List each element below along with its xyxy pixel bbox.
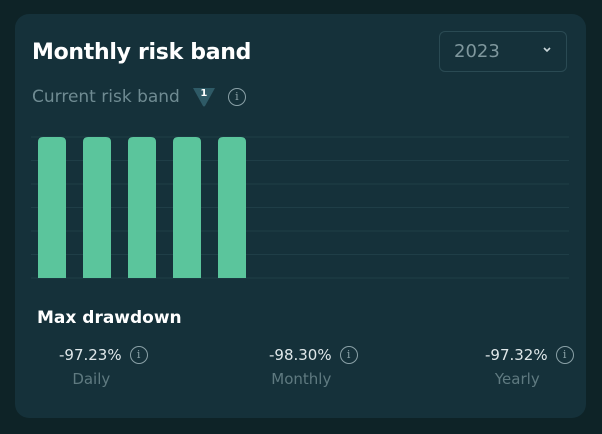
info-icon[interactable]: i (339, 346, 358, 364)
stat-label: Yearly (494, 370, 540, 388)
risk-band-badge: 1 (192, 87, 216, 107)
max-drawdown-title: Max drawdown (37, 308, 182, 328)
stat-yearly: -97.32% i Yearly (485, 346, 574, 388)
stat-value: -98.30% (269, 346, 332, 364)
stat-value: -97.32% (485, 346, 548, 364)
bar-1 (38, 137, 66, 278)
bar-3 (128, 137, 156, 278)
current-risk-band: Current risk band 1 i (32, 87, 246, 107)
bar-2 (83, 137, 111, 278)
shield-icon (192, 88, 215, 107)
bar-4 (173, 137, 201, 278)
stat-daily: -97.23% i Daily (59, 346, 148, 388)
chevron-down-icon (543, 47, 551, 53)
info-icon[interactable]: i (227, 88, 246, 106)
risk-band-chart (31, 136, 569, 279)
stat-label: Daily (72, 370, 111, 388)
stat-label: Monthly (271, 370, 332, 388)
stat-monthly: -98.30% i Monthly (269, 346, 358, 388)
current-risk-band-label: Current risk band (32, 87, 180, 107)
year-select-value: 2023 (454, 41, 500, 62)
year-select[interactable]: 2023 (439, 31, 567, 72)
card-title: Monthly risk band (32, 40, 252, 65)
bar-5 (218, 137, 246, 278)
info-icon[interactable]: i (129, 346, 148, 364)
risk-band-value: 1 (200, 88, 208, 99)
monthly-risk-band-card: Monthly risk band Current risk band 1 i … (15, 14, 586, 418)
stat-value: -97.23% (59, 346, 122, 364)
info-icon[interactable]: i (555, 346, 574, 364)
